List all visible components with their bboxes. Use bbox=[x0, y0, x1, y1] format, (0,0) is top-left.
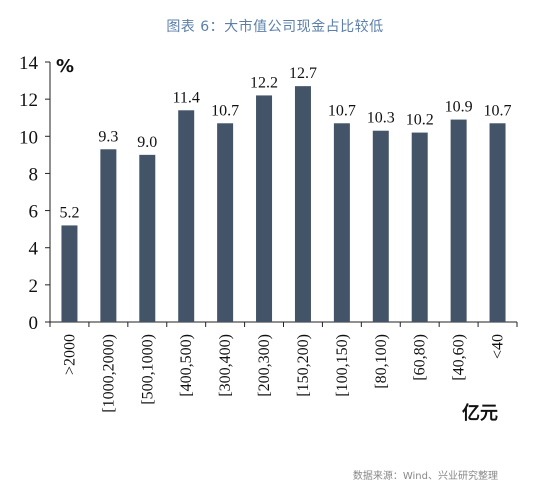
category-label: [400,500) bbox=[178, 334, 195, 397]
axes: 0 2 4 6 8 10 12 14 bbox=[19, 53, 518, 334]
chart-title: 图表 6：大市值公司现金占比较低 bbox=[166, 19, 384, 35]
value-label: 12.7 bbox=[289, 65, 317, 82]
bar bbox=[217, 123, 234, 323]
value-label: 10.9 bbox=[445, 99, 473, 116]
bar bbox=[100, 149, 117, 322]
value-labels: 5.2 9.3 9.0 11.4 10.7 12.2 12.7 10.7 10.3 10.2 10.… bbox=[59, 65, 511, 221]
value-label: 10.7 bbox=[211, 102, 239, 119]
category-label: [150,200) bbox=[295, 334, 312, 397]
y-tick-label: 2 bbox=[29, 276, 39, 297]
value-label: 10.7 bbox=[484, 102, 512, 119]
bar bbox=[61, 225, 78, 322]
category-label: [80,100) bbox=[373, 334, 390, 389]
category-label: [200,300) bbox=[256, 334, 273, 397]
y-tick-label: 0 bbox=[29, 313, 39, 334]
bar bbox=[450, 119, 467, 322]
bar bbox=[294, 86, 311, 323]
category-labels: >2000 [1000,2000) [500,1000) [400,500) [300,… bbox=[61, 334, 506, 413]
y-tick-label: 4 bbox=[29, 239, 39, 260]
y-tick-label: 14 bbox=[19, 53, 39, 74]
y-tick-label: 12 bbox=[19, 90, 38, 111]
bar bbox=[333, 123, 350, 323]
category-label: [1000,2000) bbox=[100, 334, 117, 413]
value-label: 12.2 bbox=[250, 74, 278, 91]
value-label: 10.3 bbox=[367, 110, 395, 127]
bar bbox=[139, 154, 156, 322]
x-axis-unit: 亿元 bbox=[462, 402, 498, 424]
bar bbox=[411, 132, 428, 322]
value-label: 10.2 bbox=[406, 112, 434, 129]
y-tick-label: 6 bbox=[29, 202, 39, 223]
bar bbox=[489, 123, 506, 323]
bars bbox=[61, 86, 506, 323]
bar bbox=[256, 95, 273, 322]
category-label: [100,150) bbox=[334, 334, 351, 397]
value-label: 9.0 bbox=[137, 134, 157, 151]
value-label: 10.7 bbox=[328, 102, 356, 119]
value-label: 11.4 bbox=[173, 89, 200, 106]
category-label: [60,80) bbox=[412, 334, 429, 381]
source-note: 数据来源：Wind、兴业研究整理 bbox=[352, 471, 498, 482]
category-label: >2000 bbox=[61, 334, 78, 375]
value-label: 9.3 bbox=[98, 128, 118, 145]
bar bbox=[178, 110, 195, 323]
category-label: [500,1000) bbox=[139, 334, 156, 405]
bar bbox=[372, 130, 389, 322]
category-label: <40 bbox=[490, 334, 507, 359]
value-label: 5.2 bbox=[59, 204, 79, 221]
category-label: [300,400) bbox=[217, 334, 234, 397]
category-label: [40,60) bbox=[451, 334, 468, 381]
y-tick-label: 10 bbox=[19, 127, 38, 148]
y-axis-unit: % bbox=[56, 56, 74, 77]
y-tick-label: 8 bbox=[29, 164, 39, 185]
